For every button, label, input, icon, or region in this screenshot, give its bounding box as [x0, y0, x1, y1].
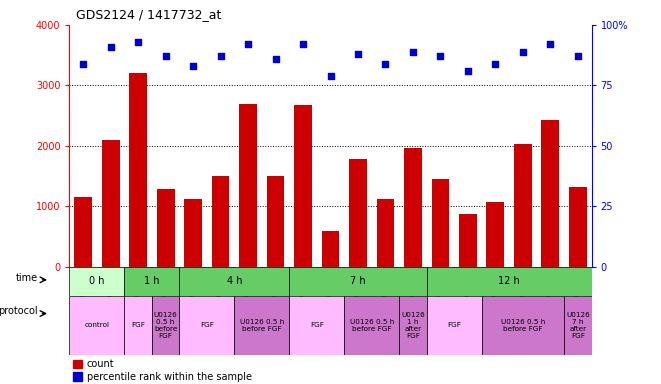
Bar — [427, 267, 592, 296]
Point — [161, 53, 171, 60]
Text: 4 h: 4 h — [227, 276, 242, 286]
Text: U0126 0.5 h
before FGF: U0126 0.5 h before FGF — [350, 319, 394, 332]
Bar — [569, 187, 587, 267]
Point — [490, 61, 500, 67]
Bar — [541, 120, 559, 267]
Bar — [74, 197, 92, 267]
Bar — [73, 359, 82, 368]
Text: time: time — [16, 273, 38, 283]
Bar — [427, 296, 482, 355]
Point — [243, 41, 253, 47]
Point — [463, 68, 473, 74]
Point — [270, 56, 281, 62]
Text: 0 h: 0 h — [89, 276, 104, 286]
Bar — [124, 296, 152, 355]
Text: U0126
0.5 h
before
FGF: U0126 0.5 h before FGF — [154, 312, 177, 339]
Point — [408, 48, 418, 55]
Point — [435, 53, 446, 60]
Bar — [152, 296, 179, 355]
Text: control: control — [85, 323, 109, 328]
Bar — [349, 159, 367, 267]
Bar — [321, 230, 340, 267]
Bar — [344, 296, 399, 355]
Text: protocol: protocol — [0, 306, 38, 316]
Bar — [486, 202, 504, 267]
Bar — [212, 176, 229, 267]
Point — [215, 53, 226, 60]
Bar — [129, 73, 147, 267]
Text: U0126
1 h
after
FGF: U0126 1 h after FGF — [401, 312, 425, 339]
Point — [297, 41, 308, 47]
Bar — [266, 176, 284, 267]
Bar — [179, 296, 234, 355]
Text: FGF: FGF — [131, 323, 145, 328]
Point — [545, 41, 556, 47]
Bar — [514, 144, 532, 267]
Bar — [290, 267, 427, 296]
Bar — [294, 105, 312, 267]
Bar — [157, 189, 175, 267]
Bar — [239, 104, 257, 267]
Bar — [432, 179, 449, 267]
Bar — [179, 267, 290, 296]
Point — [380, 61, 391, 67]
Text: FGF: FGF — [310, 323, 324, 328]
Bar — [459, 214, 477, 267]
Bar — [482, 296, 564, 355]
Point — [325, 73, 336, 79]
Point — [353, 51, 364, 57]
Text: FGF: FGF — [200, 323, 214, 328]
Bar — [102, 140, 120, 267]
Point — [78, 61, 89, 67]
Text: 1 h: 1 h — [144, 276, 159, 286]
Text: percentile rank within the sample: percentile rank within the sample — [87, 372, 252, 382]
Text: U0126
7 h
after
FGF: U0126 7 h after FGF — [566, 312, 590, 339]
Bar — [69, 296, 124, 355]
Bar — [290, 296, 344, 355]
Bar — [234, 296, 290, 355]
Text: GDS2124 / 1417732_at: GDS2124 / 1417732_at — [76, 8, 221, 21]
Bar — [377, 199, 395, 267]
Bar — [404, 148, 422, 267]
Bar — [564, 296, 592, 355]
Point — [188, 63, 198, 69]
Text: U0126 0.5 h
before FGF: U0126 0.5 h before FGF — [501, 319, 545, 332]
Text: 7 h: 7 h — [350, 276, 366, 286]
Bar — [73, 372, 82, 381]
Bar — [399, 296, 427, 355]
Point — [518, 48, 528, 55]
Text: FGF: FGF — [447, 323, 461, 328]
Bar — [124, 267, 179, 296]
Point — [133, 39, 143, 45]
Point — [105, 44, 116, 50]
Point — [572, 53, 583, 60]
Text: count: count — [87, 359, 114, 369]
Text: 12 h: 12 h — [498, 276, 520, 286]
Bar — [184, 199, 202, 267]
Bar — [69, 267, 124, 296]
Text: U0126 0.5 h
before FGF: U0126 0.5 h before FGF — [240, 319, 284, 332]
